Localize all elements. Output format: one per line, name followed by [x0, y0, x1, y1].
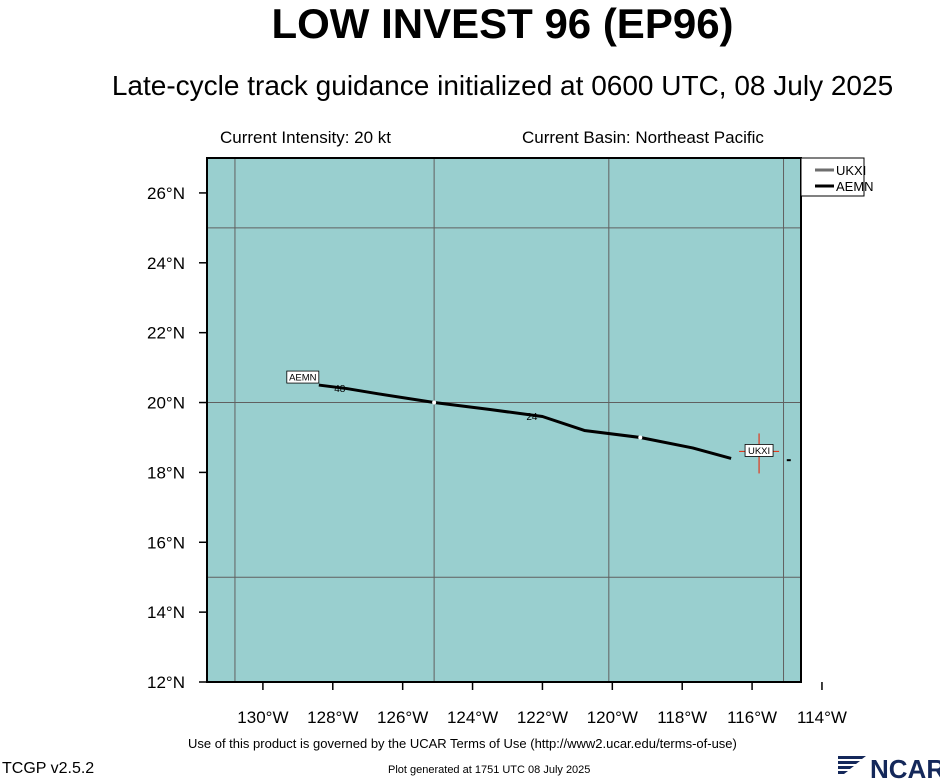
y-tick-label: 18°N	[147, 463, 185, 482]
x-tick-label: 128°W	[307, 708, 358, 727]
version-label: TCGP v2.5.2	[2, 760, 95, 777]
x-tick-label: 120°W	[587, 708, 638, 727]
track-map-chart: 130°W 128°W 126°W 124°W 122°W 120°W 118°W 116°W…	[147, 157, 874, 727]
legend-label-aemn: AEMN	[836, 179, 874, 194]
ncar-logo: NCAR	[838, 754, 940, 780]
track-aemn-point	[432, 400, 437, 405]
y-tick-label: 22°N	[147, 324, 185, 343]
y-tick-label: 24°N	[147, 254, 185, 273]
x-tick-label: 126°W	[377, 708, 428, 727]
x-tick-label: 124°W	[447, 708, 498, 727]
map-border	[206, 157, 802, 683]
forecast-hour-label: 48	[334, 384, 346, 395]
y-tick-label: 14°N	[147, 603, 185, 622]
forecast-hour-label: 24	[526, 412, 538, 423]
forecast-tracks: 48 24 AEMN UKXI	[286, 370, 791, 474]
x-tick-label: 114°W	[797, 708, 847, 727]
map-grid	[207, 158, 801, 682]
ukxi-label: UKXI	[748, 446, 770, 457]
current-intensity: Current Intensity: 20 kt	[220, 128, 392, 147]
plot-generated-timestamp: Plot generated at 1751 UTC 08 July 2025	[388, 764, 591, 776]
x-tick-label: 130°W	[237, 708, 288, 727]
ukxi-label-box	[744, 444, 774, 457]
x-tick-label: 122°W	[517, 708, 568, 727]
track-aemn	[318, 383, 732, 460]
x-tick-label: 118°W	[657, 708, 707, 727]
terms-of-use-text: Use of this product is governed by the U…	[188, 736, 737, 751]
track-aemn-point	[638, 435, 643, 440]
ncar-logo-stripes-icon	[838, 756, 866, 774]
y-tick-label: 20°N	[147, 394, 185, 413]
y-tick-label: 26°N	[147, 184, 185, 203]
aemn-end-label-box	[286, 370, 320, 384]
y-tick-label: 16°N	[147, 533, 185, 552]
page-subtitle: Late-cycle track guidance initialized at…	[111, 70, 894, 101]
page-title: LOW INVEST 96 (EP96)	[271, 0, 734, 47]
aemn-end-label: AEMN	[289, 373, 317, 384]
map-ocean-background	[207, 158, 801, 682]
legend-box	[800, 157, 865, 197]
x-tick-label: 116°W	[727, 708, 777, 727]
ncar-logo-text: NCAR	[870, 754, 940, 780]
axis-ticks: 130°W 128°W 126°W 124°W 122°W 120°W 118°W 116°W…	[147, 184, 847, 727]
y-tick-label: 12°N	[147, 673, 185, 692]
current-basin: Current Basin: Northeast Pacific	[522, 128, 764, 147]
legend-label-ukxi: UKXI	[836, 163, 866, 178]
